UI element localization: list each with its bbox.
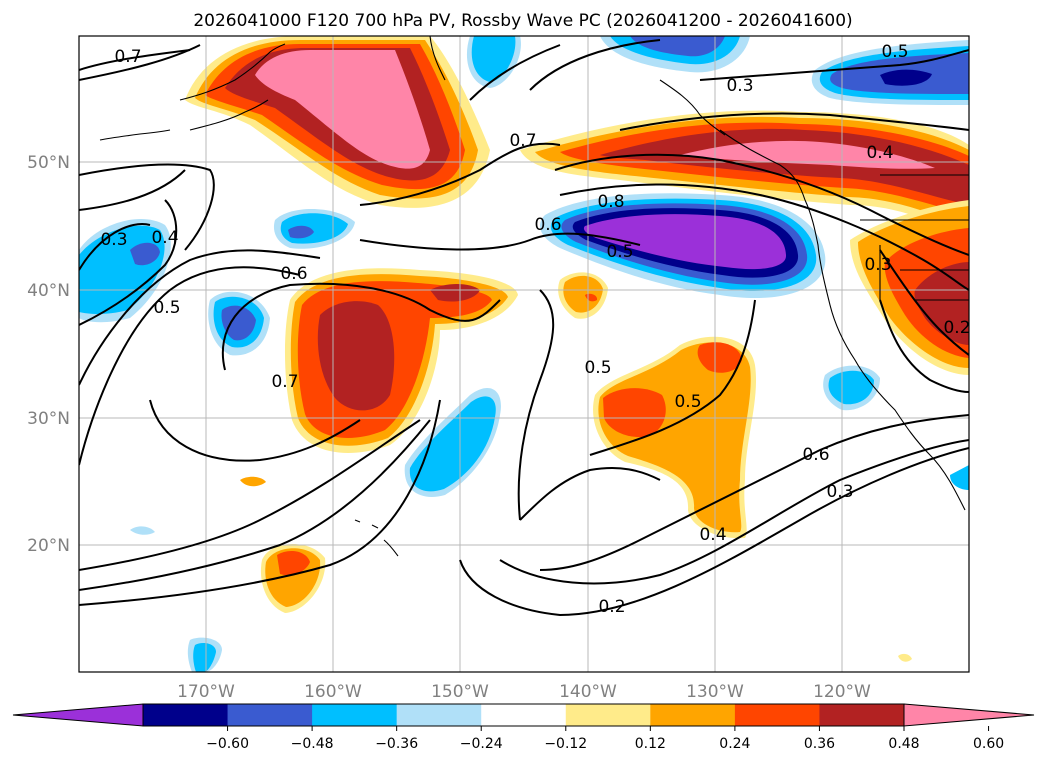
anomaly-mid-negative bbox=[130, 365, 969, 672]
colorbar-bin bbox=[565, 704, 651, 726]
lat-label: 40°N bbox=[27, 281, 70, 301]
lat-label: 20°N bbox=[27, 536, 70, 556]
colorbar-tick-label: 0.24 bbox=[719, 736, 750, 752]
lat-label: 30°N bbox=[27, 409, 70, 429]
contour-label: 0.2 bbox=[598, 597, 625, 617]
contour-label: 0.6 bbox=[534, 215, 561, 235]
colorbar-tick-label: −0.36 bbox=[375, 736, 418, 752]
colorbar-frame bbox=[142, 703, 905, 727]
contour-label: 0.6 bbox=[280, 264, 307, 284]
lon-label: 170°W bbox=[177, 682, 235, 702]
contour-label: 0.7 bbox=[271, 372, 298, 392]
colorbar: −0.60 −0.48 −0.36 −0.24 −0.12 0.12 0.24 0.36 0.4… bbox=[12, 703, 1035, 752]
map-frame bbox=[78, 35, 970, 673]
contour-label: 0.5 bbox=[606, 242, 633, 262]
map-gridlines bbox=[79, 36, 969, 672]
contour-label: 0.5 bbox=[153, 298, 180, 318]
contour-label: 0.4 bbox=[866, 143, 893, 163]
contour-label: 0.2 bbox=[943, 318, 970, 338]
map-panel: 0.7 0.5 0.3 0.7 0.8 0.6 0.5 0.4 0.3 0.2 … bbox=[79, 36, 970, 672]
anomaly-top-negative bbox=[466, 36, 969, 105]
colorbar-bin bbox=[143, 704, 229, 726]
colorbar-bin bbox=[481, 704, 567, 726]
contour-label: 0.7 bbox=[114, 47, 141, 67]
colorbar-bin bbox=[734, 704, 820, 726]
anomaly-pnw-positive bbox=[520, 110, 969, 240]
contour-label: 0.3 bbox=[100, 230, 127, 250]
colorbar-bin bbox=[312, 704, 398, 726]
contour-label: 0.5 bbox=[674, 392, 701, 412]
anomaly-small-positive bbox=[240, 272, 912, 662]
colorbar-bin bbox=[650, 704, 736, 726]
colorbar-extend-min bbox=[12, 703, 144, 727]
lon-label: 140°W bbox=[559, 682, 617, 702]
colorbar-tick-label: 0.48 bbox=[888, 736, 919, 752]
pv-contours bbox=[79, 39, 969, 617]
contour-labels: 0.7 0.5 0.3 0.7 0.8 0.6 0.5 0.4 0.3 0.2 … bbox=[100, 42, 970, 617]
contour-label: 0.6 bbox=[802, 445, 829, 465]
lon-label: 120°W bbox=[813, 682, 871, 702]
lon-label: 160°W bbox=[304, 682, 362, 702]
colorbar-tick-label: 0.60 bbox=[973, 736, 1004, 752]
contour-label: 0.5 bbox=[584, 358, 611, 378]
colorbar-tick-label: −0.24 bbox=[460, 736, 503, 752]
contour-label: 0.4 bbox=[151, 228, 178, 248]
colorbar-tick-label: 0.36 bbox=[804, 736, 835, 752]
colorbar-extend-max bbox=[903, 703, 1035, 727]
colorbar-tick-label: −0.12 bbox=[544, 736, 587, 752]
lon-label: 130°W bbox=[686, 682, 744, 702]
colorbar-tick-label: −0.48 bbox=[291, 736, 334, 752]
lat-label: 50°N bbox=[27, 153, 70, 173]
anomaly-aleutian-positive bbox=[185, 36, 490, 208]
colorbar-bin bbox=[227, 704, 313, 726]
contour-label: 0.4 bbox=[699, 525, 726, 545]
colorbar-tick-label: −0.60 bbox=[206, 736, 249, 752]
anomaly-west-negative bbox=[79, 208, 355, 356]
colorbar-tick-label: 0.12 bbox=[635, 736, 666, 752]
contour-label: 0.3 bbox=[826, 482, 853, 502]
contour-label: 0.3 bbox=[864, 255, 891, 275]
contour-label: 0.3 bbox=[726, 76, 753, 96]
coastlines bbox=[99, 36, 969, 557]
colorbar-bin bbox=[396, 704, 482, 726]
latitude-labels: 50°N 40°N 30°N 20°N bbox=[27, 153, 70, 556]
contour-label: 0.8 bbox=[597, 192, 624, 212]
anomaly-offshore-negative bbox=[540, 193, 826, 299]
longitude-labels: 170°W 160°W 150°W 140°W 130°W 120°W bbox=[177, 682, 871, 702]
contour-label: 0.5 bbox=[881, 42, 908, 62]
lon-label: 150°W bbox=[431, 682, 489, 702]
figure-title: 2026041000 F120 700 hPa PV, Rossby Wave … bbox=[193, 11, 852, 31]
contour-label: 0.7 bbox=[509, 131, 536, 151]
colorbar-bin bbox=[819, 704, 905, 726]
